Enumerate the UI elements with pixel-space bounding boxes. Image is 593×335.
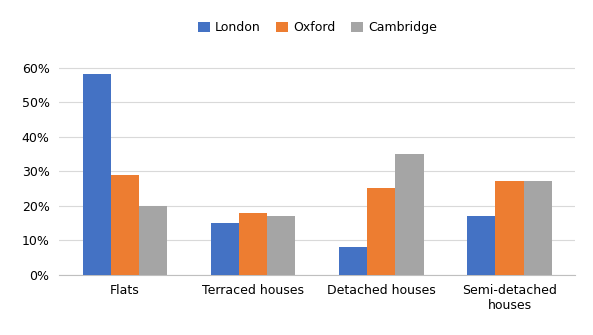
Bar [396, 154, 423, 275]
Bar [111, 175, 139, 275]
Bar [467, 216, 495, 275]
Bar [211, 223, 239, 275]
Bar [524, 182, 551, 275]
Bar [239, 212, 267, 275]
Bar [495, 182, 524, 275]
Bar [339, 247, 367, 275]
Bar [139, 206, 167, 275]
Bar [267, 216, 295, 275]
Bar [367, 188, 396, 275]
Bar [83, 74, 111, 275]
Legend: London, Oxford, Cambridge: London, Oxford, Cambridge [193, 16, 442, 39]
